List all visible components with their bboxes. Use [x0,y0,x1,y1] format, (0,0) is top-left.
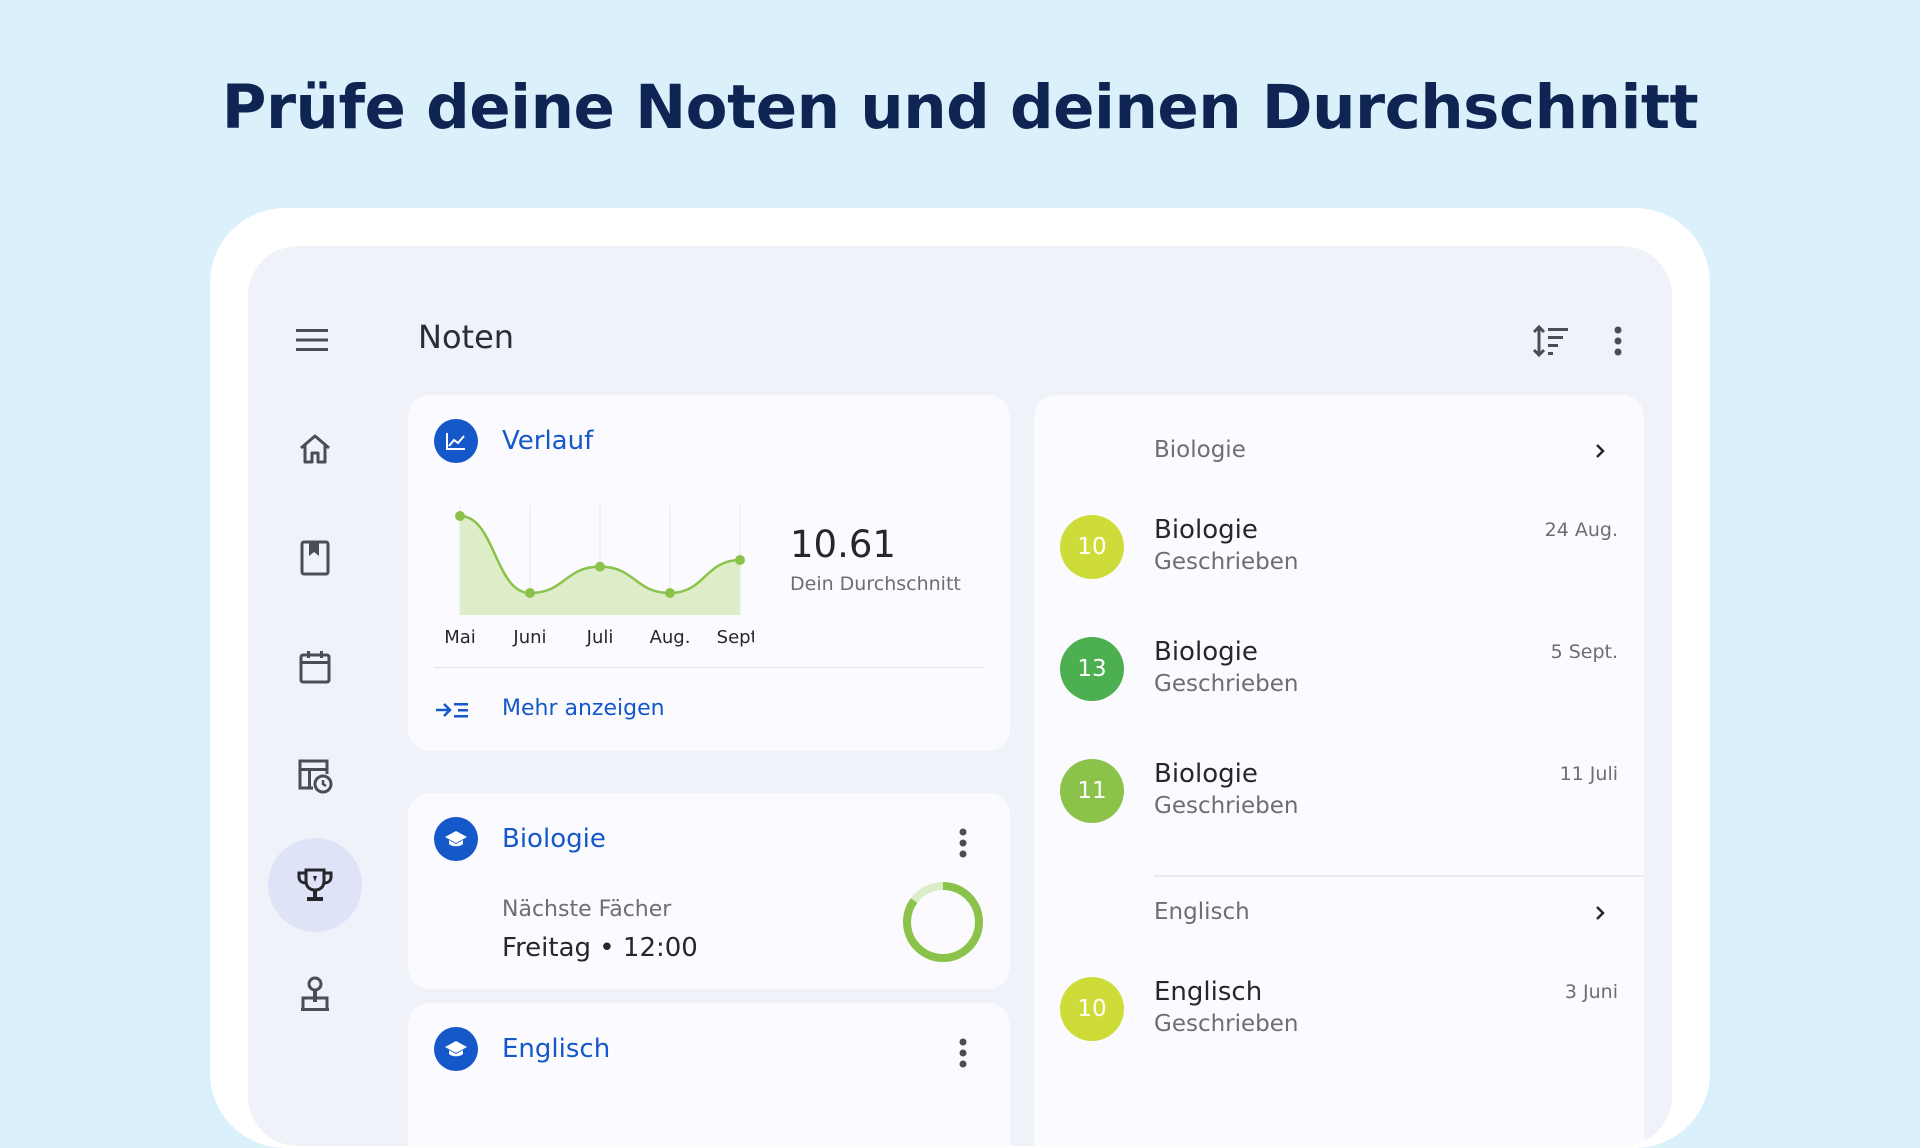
chart-area-fill [460,516,740,615]
rail-subjects[interactable] [280,523,350,593]
chart-x-label: Mai [444,627,476,648]
chart-point [735,555,745,565]
group-header-label: Englisch [1154,899,1250,925]
grade-type: Geschrieben [1154,671,1299,697]
home-icon [298,433,332,465]
graduation-cap-icon [434,817,478,861]
app-screen: Noten [248,246,1672,1146]
chart-point [525,588,535,598]
rail-teachers[interactable] [280,959,350,1029]
grade-type: Geschrieben [1154,793,1299,819]
teacher-icon [299,976,331,1012]
rail-calendar[interactable] [280,632,350,702]
chevron-right-icon [1590,439,1610,463]
graduation-cap-icon [434,1027,478,1071]
show-more-label: Mehr anzeigen [502,696,665,721]
expand-list-icon [434,695,470,725]
grade-subject: Biologie [1154,759,1258,789]
chart-x-label: Sept. [717,627,754,648]
grade-badge: 13 [1060,637,1124,701]
grade-date: 11 Juli [1559,763,1618,785]
schedule-table-icon [297,758,333,794]
chart-point [455,511,465,521]
calendar-icon [299,650,331,684]
grade-subject: Biologie [1154,515,1258,545]
grade-item[interactable]: 11 Biologie Geschrieben 11 Juli [1034,737,1644,847]
next-lesson-value: Freitag • 12:00 [502,933,698,963]
subject-title: Englisch [502,1034,611,1064]
trend-chart: Mai Juni Juli Aug. Sept. [444,505,754,648]
grade-badge: 10 [1060,515,1124,579]
grade-item[interactable]: 10 Biologie Geschrieben 24 Aug. [1034,493,1644,603]
divider [434,667,984,668]
more-vert-icon[interactable] [948,1033,978,1073]
grade-subject: Englisch [1154,977,1263,1007]
grades-list-panel: Biologie 10 Biologie Geschrieben 24 Aug.… [1034,395,1644,1146]
chart-x-label: Juni [512,627,546,648]
divider [1154,875,1644,877]
grade-date: 3 Juni [1564,981,1618,1003]
average-value: 10.61 [790,523,896,566]
group-header-englisch[interactable]: Englisch [1034,881,1644,945]
average-label: Dein Durchschnitt [790,573,961,595]
more-vert-icon[interactable] [1598,316,1638,366]
show-more-row[interactable]: Mehr anzeigen [408,677,1010,743]
chart-point [595,561,605,572]
group-header-label: Biologie [1154,437,1246,463]
chart-x-label: Juli [586,627,614,648]
grade-subject: Biologie [1154,637,1258,667]
rail-timetable[interactable] [280,741,350,811]
subject-card-biologie[interactable]: Biologie Nächste Fächer Freitag • 12:00 [408,793,1010,989]
grade-item[interactable]: 13 Biologie Geschrieben 5 Sept. [1034,615,1644,725]
grade-date: 24 Aug. [1544,519,1618,541]
sort-icon[interactable] [1526,316,1576,366]
bookmark-book-icon [300,540,330,576]
grade-date: 5 Sept. [1550,641,1618,663]
grade-item[interactable]: 10 Englisch Geschrieben 3 Juni [1034,955,1644,1065]
more-vert-icon[interactable] [948,823,978,863]
history-card: Verlauf Mai Juni Juli Aug. Sept. 10.61 Dein … [408,395,1010,751]
group-header-biologie[interactable]: Biologie [1034,419,1644,483]
chart-point [665,588,675,598]
progress-ring [903,882,983,962]
next-lesson-label: Nächste Fächer [502,897,672,922]
chart-line-icon [434,419,478,463]
subject-card-englisch[interactable]: Englisch [408,1003,1010,1146]
rail-grades[interactable] [268,838,362,932]
rail-home[interactable] [280,414,350,484]
chart-x-label: Aug. [650,627,691,648]
headline: Prüfe deine Noten und deinen Durchschnit… [221,72,1699,143]
trophy-icon [296,867,334,903]
grade-badge: 10 [1060,977,1124,1041]
chevron-right-icon [1590,901,1610,925]
page-title: Noten [418,318,515,356]
grade-type: Geschrieben [1154,549,1299,575]
subject-title: Biologie [502,824,606,854]
menu-icon[interactable] [288,316,336,364]
grade-type: Geschrieben [1154,1011,1299,1037]
grade-badge: 11 [1060,759,1124,823]
history-title: Verlauf [502,426,594,456]
